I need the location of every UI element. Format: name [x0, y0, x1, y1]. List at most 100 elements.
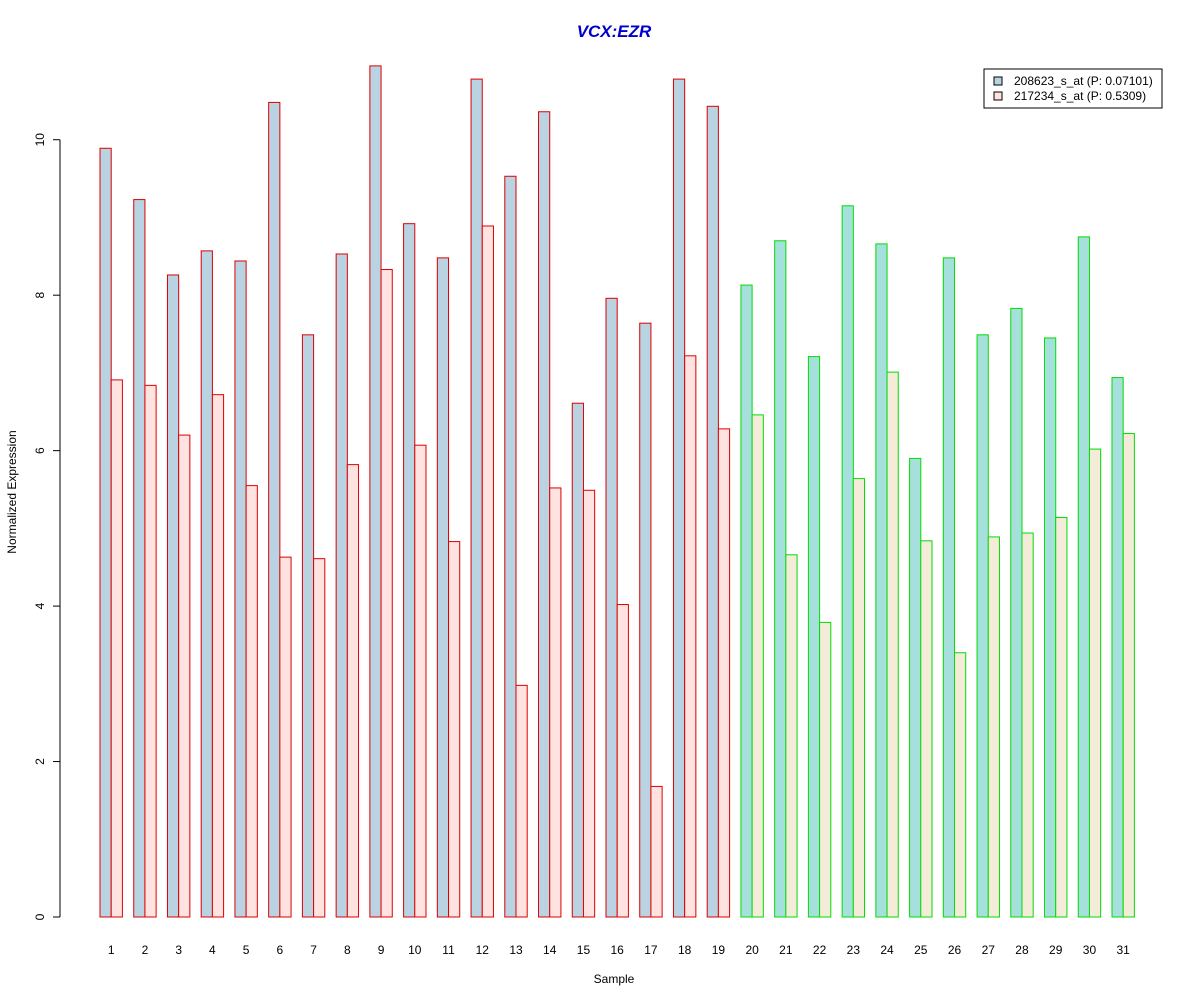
bar-sample-28-series-1: [1010, 307, 1023, 918]
x-tick-label: 17: [644, 943, 658, 957]
bar-sample-10-series-1: [403, 223, 416, 918]
bar-sample-23-series-1: [841, 205, 854, 918]
bar-sample-30-series-2: [1088, 448, 1102, 918]
bar-sample-20-series-2: [751, 414, 764, 918]
bar-sample-10-series-2: [414, 444, 427, 918]
x-tick-label: 5: [243, 943, 250, 957]
bar-sample-17-series-2: [650, 785, 663, 918]
bar-sample-1-series-2: [110, 379, 123, 918]
bar-sample-3-series-2: [178, 434, 191, 918]
bar-sample-1-series-1: [99, 147, 112, 918]
x-tick-label: 7: [310, 943, 317, 957]
x-tick-label: 6: [277, 943, 284, 957]
x-tick-label: 8: [344, 943, 351, 957]
bar-sample-11-series-1: [436, 257, 450, 918]
y-axis-label: Normalized Expression: [5, 430, 19, 553]
y-tick-label: 8: [33, 292, 47, 299]
bar-sample-5-series-2: [245, 485, 258, 918]
bar-sample-26-series-1: [942, 257, 956, 918]
bar-sample-23-series-2: [852, 478, 866, 918]
x-tick-label: 24: [880, 943, 894, 957]
x-tick-label: 20: [745, 943, 759, 957]
legend-swatch-series-1: [993, 76, 1003, 86]
bar-sample-28-series-2: [1021, 532, 1034, 918]
bar-sample-29-series-1: [1044, 337, 1057, 918]
bar-sample-14-series-2: [549, 487, 562, 918]
x-tick-label: 28: [1015, 943, 1029, 957]
x-tick-label: 19: [712, 943, 726, 957]
bar-sample-18-series-1: [672, 78, 686, 918]
x-tick-label: 16: [611, 943, 625, 957]
bar-sample-4-series-1: [200, 250, 213, 918]
x-tick-label: 10: [408, 943, 422, 957]
bar-sample-18-series-2: [684, 355, 697, 918]
bar-sample-2-series-1: [133, 199, 146, 918]
bars: [99, 65, 1135, 918]
y-tick-label: 4: [33, 602, 47, 609]
x-tick-label: 22: [813, 943, 827, 957]
x-tick-label: 18: [678, 943, 692, 957]
bar-sample-24-series-1: [875, 243, 888, 918]
x-tick-label: 27: [982, 943, 996, 957]
x-tick-label: 14: [543, 943, 557, 957]
bar-sample-31-series-1: [1111, 377, 1124, 918]
y-tick-label: 10: [33, 133, 47, 147]
legend-box: [983, 68, 1163, 109]
bar-sample-13-series-1: [504, 175, 517, 918]
x-tick-label: 23: [847, 943, 861, 957]
bar-sample-6-series-1: [268, 101, 281, 918]
y-tick-label: 2: [33, 758, 47, 765]
x-tick-label: 13: [509, 943, 523, 957]
bar-sample-17-series-1: [639, 322, 652, 918]
legend-label-series-2: 217234_s_at (P: 0.5309): [1014, 89, 1146, 103]
bar-sample-27-series-1: [976, 334, 989, 918]
bar-sample-16-series-1: [605, 297, 618, 918]
x-tick-label: 9: [378, 943, 385, 957]
chart-title: VCX:EZR: [577, 22, 652, 41]
bar-sample-19-series-1: [706, 105, 719, 918]
bar-sample-9-series-2: [380, 269, 393, 918]
x-tick-label: 1: [108, 943, 115, 957]
x-tick-label: 29: [1049, 943, 1063, 957]
x-tick-label: 31: [1117, 943, 1131, 957]
legend-swatch-series-2: [993, 91, 1003, 101]
bar-sample-22-series-2: [819, 621, 832, 918]
legend: 208623_s_at (P: 0.07101)217234_s_at (P: …: [983, 68, 1163, 109]
bar-sample-8-series-2: [346, 464, 360, 918]
bar-sample-15-series-2: [582, 489, 596, 918]
x-tick-label: 21: [779, 943, 793, 957]
x-tick-label: 25: [914, 943, 928, 957]
bar-sample-19-series-2: [717, 428, 731, 918]
x-tick-label: 4: [209, 943, 216, 957]
bar-sample-31-series-2: [1122, 433, 1135, 918]
bar-sample-5-series-1: [234, 260, 247, 918]
bar-sample-8-series-1: [335, 253, 348, 918]
bar-sample-25-series-2: [920, 540, 933, 918]
bar-sample-24-series-2: [886, 371, 899, 918]
x-tick-label: 2: [142, 943, 149, 957]
x-tick-label: 26: [948, 943, 962, 957]
y-axis: 0 2 4 6 8 10: [33, 133, 61, 920]
legend-label-series-1: 208623_s_at (P: 0.07101): [1014, 74, 1153, 88]
x-tick-labels: 1 2 3 4 5 6 7 8 9 10 11 12 13 14 15 16 17 18 19 20 21 22 23 24 2…: [108, 943, 1130, 957]
bar-sample-3-series-1: [166, 274, 180, 918]
x-tick-label: 3: [175, 943, 182, 957]
x-tick-label: 12: [476, 943, 490, 957]
bar-sample-21-series-1: [774, 240, 787, 918]
bar-sample-7-series-1: [301, 334, 315, 918]
bar-sample-9-series-1: [369, 65, 382, 918]
x-tick-label: 15: [577, 943, 591, 957]
y-tick-label: 6: [33, 447, 47, 454]
bar-sample-12-series-1: [470, 78, 483, 918]
bar-sample-11-series-2: [448, 541, 461, 918]
x-axis-label: Sample: [594, 972, 635, 986]
bar-sample-20-series-1: [740, 284, 753, 918]
bar-sample-4-series-2: [211, 394, 225, 918]
bar-sample-12-series-2: [481, 225, 494, 918]
bar-sample-21-series-2: [785, 554, 798, 918]
bar-sample-14-series-1: [538, 111, 551, 918]
bar-sample-25-series-1: [909, 457, 922, 918]
bar-sample-13-series-2: [515, 684, 528, 918]
bar-sample-26-series-2: [954, 652, 967, 918]
